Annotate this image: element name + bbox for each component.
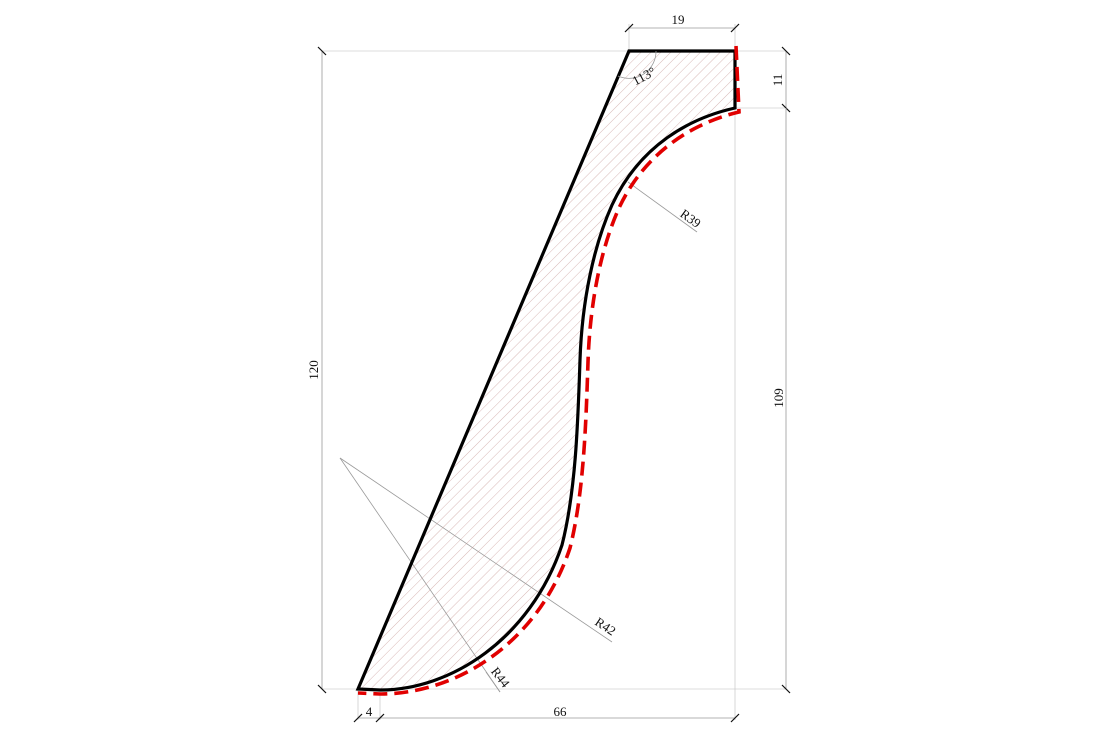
- radius-upper-leader: [627, 181, 698, 233]
- radius-lower-tail: [485, 671, 501, 693]
- lower-height-label: 109: [771, 388, 786, 408]
- radius-upper-label: R39: [677, 206, 703, 231]
- tick-mark: [317, 684, 327, 694]
- tick-mark: [730, 713, 740, 723]
- tick-mark: [781, 46, 791, 56]
- tick-mark: [375, 713, 385, 723]
- radius-lower-label: R44: [488, 664, 513, 691]
- radius-middle-label: R42: [592, 614, 618, 639]
- tick-mark: [624, 23, 634, 33]
- profile-section-fill: [358, 51, 735, 690]
- tick-mark: [730, 23, 740, 33]
- profile-section-outline: [355, 49, 737, 692]
- top-height-label: 11: [770, 74, 785, 87]
- bottom-width-label: 66: [554, 704, 568, 719]
- visible-face-dashed-line: [357, 45, 741, 696]
- bottom-offset-label: 4: [366, 704, 373, 719]
- top-width-label: 19: [672, 12, 685, 27]
- angle-arc: [617, 50, 657, 79]
- tick-mark: [353, 713, 363, 723]
- dimension-lines: [317, 23, 791, 723]
- tick-mark: [781, 684, 791, 694]
- tick-mark: [317, 46, 327, 56]
- total-height-label: 120: [306, 360, 321, 380]
